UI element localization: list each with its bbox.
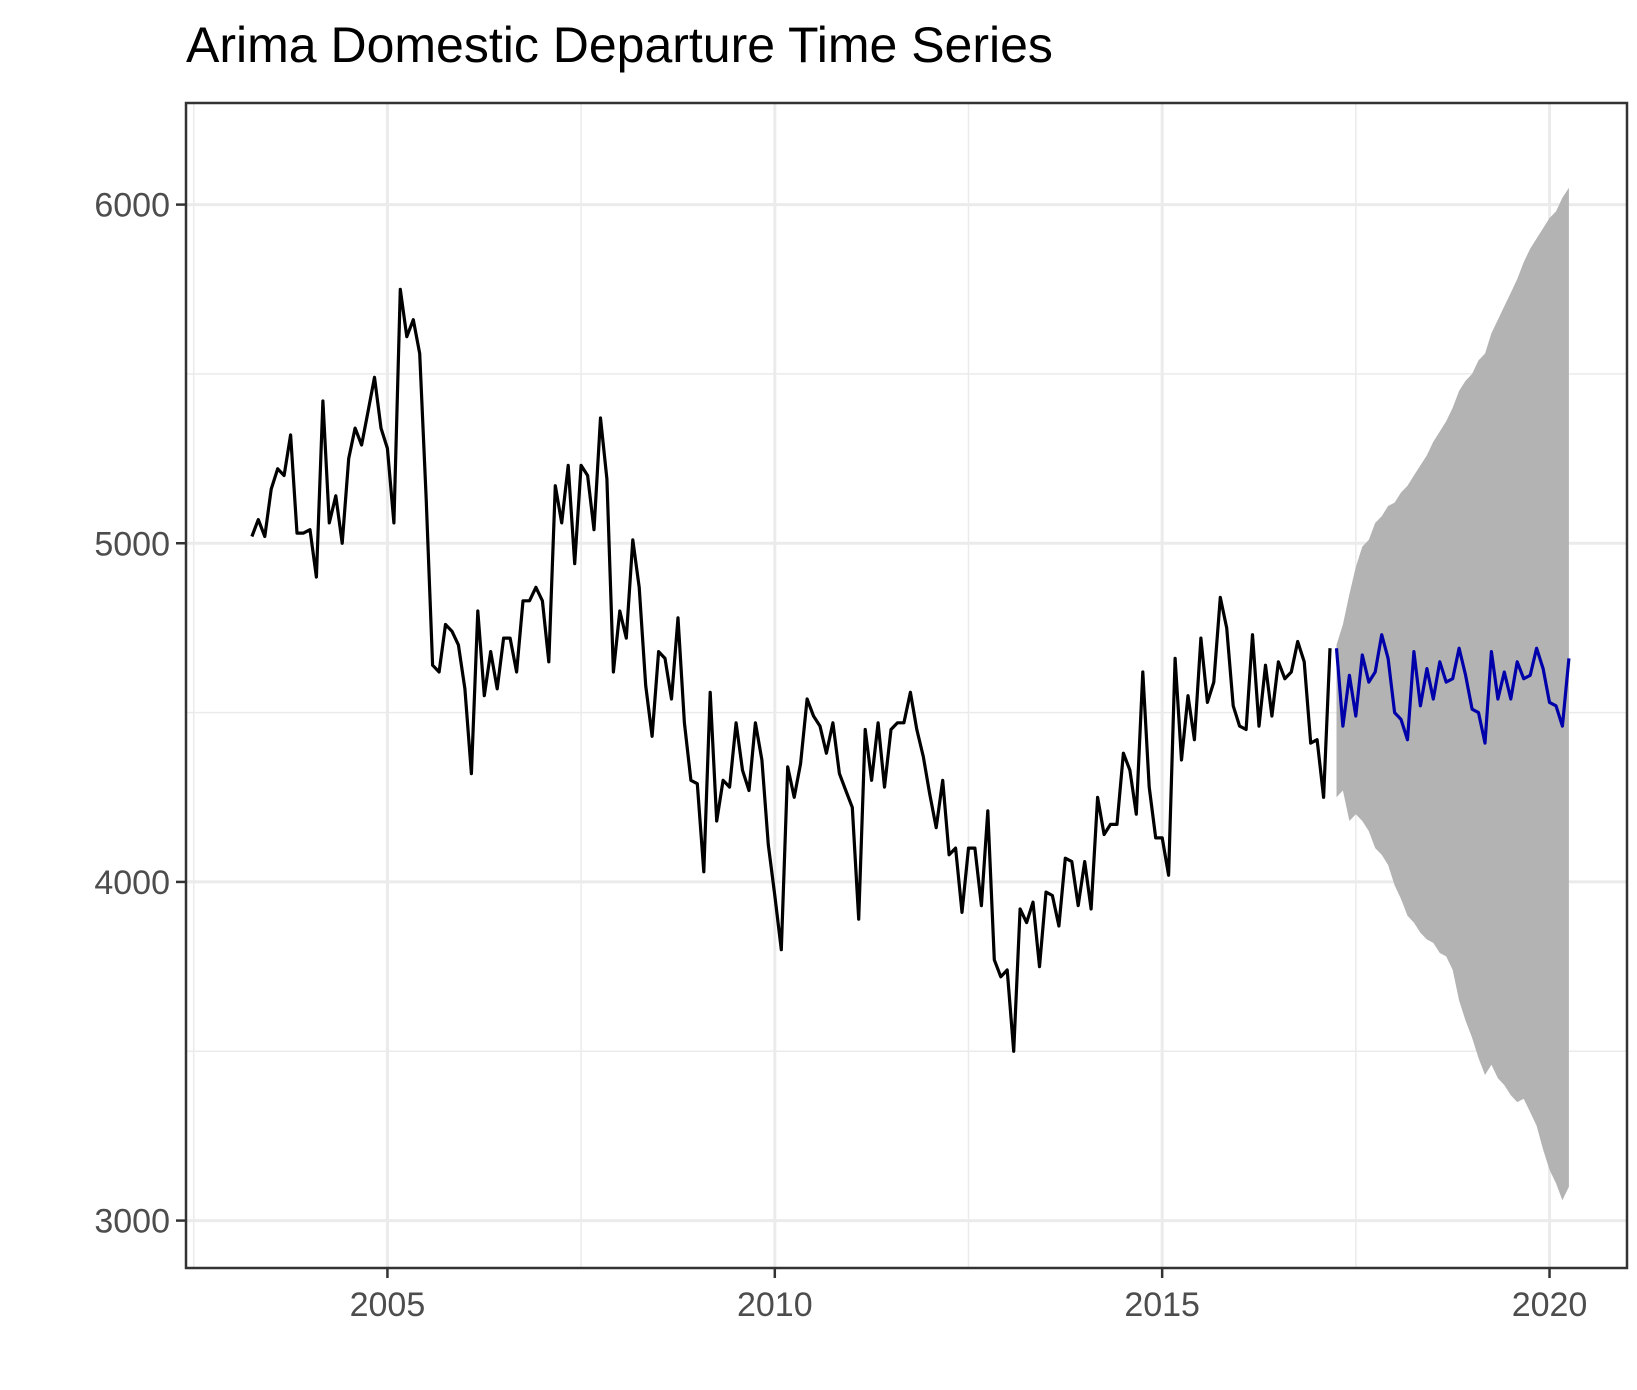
observed-series-line — [250, 287, 1332, 1053]
forecast-series-line — [1334, 633, 1571, 745]
x-tick-label: 2010 — [737, 1286, 813, 1324]
x-tick-label: 2005 — [350, 1286, 426, 1324]
prediction-interval-layer — [1336, 187, 1569, 1201]
panel-border — [184, 101, 1629, 1270]
y-tick-label: 4000 — [94, 864, 170, 902]
axis-tick-labels: 2005 2010 2015 2020 3000 4000 5000 6000 — [94, 187, 1587, 1324]
chart-title: Arima Domestic Departure Time Series — [186, 17, 1053, 73]
prediction-interval-band — [1336, 187, 1569, 1201]
x-tick-label: 2020 — [1512, 1286, 1588, 1324]
y-tick-label: 3000 — [94, 1203, 170, 1241]
y-tick-label: 6000 — [94, 187, 170, 225]
y-tick-label: 5000 — [94, 525, 170, 563]
series-lines-layer — [250, 287, 1571, 1053]
axis-ticks — [176, 203, 1551, 1278]
x-tick-label: 2015 — [1124, 1286, 1200, 1324]
